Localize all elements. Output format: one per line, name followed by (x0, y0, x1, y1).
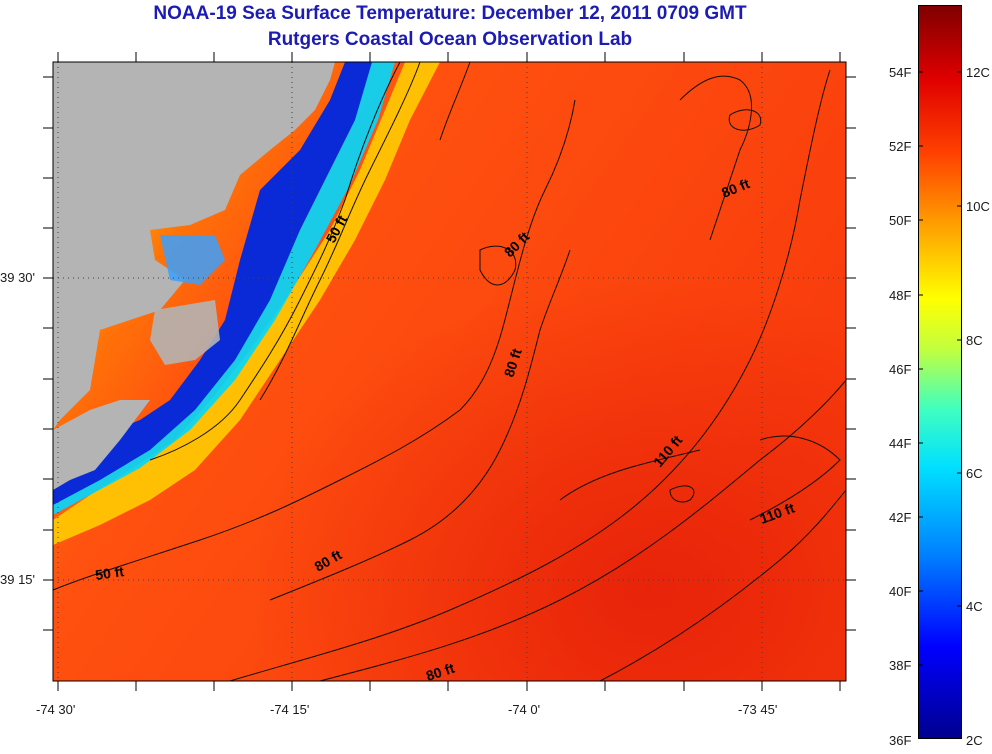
cbar-c-2: 2C (966, 733, 983, 748)
coastal-cyan-band (53, 62, 395, 515)
map-title: NOAA-19 Sea Surface Temperature: Decembe… (153, 3, 747, 24)
cbar-f-46: 46F (889, 362, 912, 377)
cbar-f-50: 50F (889, 213, 912, 228)
map-panel (53, 62, 846, 681)
bay-water (160, 235, 225, 285)
cbar-c-6: 6C (966, 466, 983, 481)
graticule (53, 62, 846, 681)
lon-label-74-0: -74 0' (508, 702, 541, 717)
cbar-c-8: 8C (966, 333, 983, 348)
cbar-f-54: 54F (889, 65, 912, 80)
map-frame (43, 52, 856, 691)
cbar-c-10: 10C (966, 199, 990, 214)
map-subtitle: Rutgers Coastal Ocean Observation Lab (267, 29, 633, 50)
lon-label-74-15: -74 15' (270, 702, 310, 717)
coastal-yellow-band (53, 62, 440, 545)
cbar-f-44: 44F (889, 436, 912, 451)
bathymetry-contours (52, 61, 847, 682)
lat-label-39-15: 39 15' (0, 572, 36, 587)
land-cape (53, 400, 150, 490)
cbar-f-52: 52F (889, 139, 912, 154)
cbar-c-12: 12C (966, 65, 990, 80)
contour-label-50ft-west: 50 ft (94, 563, 125, 583)
land-new-jersey (53, 62, 335, 430)
lon-label-73-45: -73 45' (738, 702, 778, 717)
cbar-f-36: 36F (889, 733, 912, 748)
cbar-c-4: 4C (966, 599, 983, 614)
temperature-colorbar (918, 5, 962, 739)
lon-label-74-30: -74 30' (36, 702, 76, 717)
cbar-f-40: 40F (889, 584, 912, 599)
cbar-f-38: 38F (889, 658, 912, 673)
land-inlet-fill (150, 300, 220, 365)
cbar-f-48: 48F (889, 288, 912, 303)
lat-label-39-30: 39 30' (0, 270, 36, 285)
cbar-f-42: 42F (889, 510, 912, 525)
